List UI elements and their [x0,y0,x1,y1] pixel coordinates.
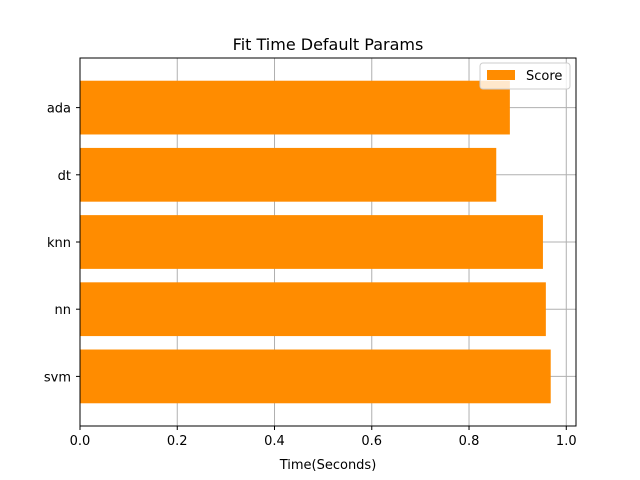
bar-nn [80,282,546,337]
legend-label-score: Score [526,69,562,84]
bar-svm [80,349,551,404]
legend-swatch [487,70,515,80]
y-axis-ticks: ada dt knn nn svm [44,102,80,385]
y-tick-label-nn: nn [55,303,71,318]
x-tick-label: 0.2 [167,434,188,449]
bar-ada [80,80,510,135]
chart-title: Fit Time Default Params [233,35,424,54]
bar-dt [80,147,497,202]
x-tick-label: 0.0 [70,434,91,449]
x-tick-label: 0.8 [459,434,480,449]
x-tick-label: 0.4 [264,434,285,449]
y-tick-label-ada: ada [47,102,71,117]
x-tick-label: 1.0 [556,434,577,449]
legend-box [479,62,571,90]
bars [80,80,551,404]
y-tick-label-knn: knn [47,236,71,251]
bar-knn [80,215,543,269]
legend: Score [479,62,571,90]
x-axis-label: Time(Seconds) [279,458,377,473]
y-tick-label-svm: svm [44,370,71,385]
x-tick-label: 0.6 [361,434,382,449]
x-axis-ticks: 0.0 0.2 0.4 0.6 0.8 1.0 [70,426,577,449]
y-tick-label-dt: dt [58,169,71,184]
